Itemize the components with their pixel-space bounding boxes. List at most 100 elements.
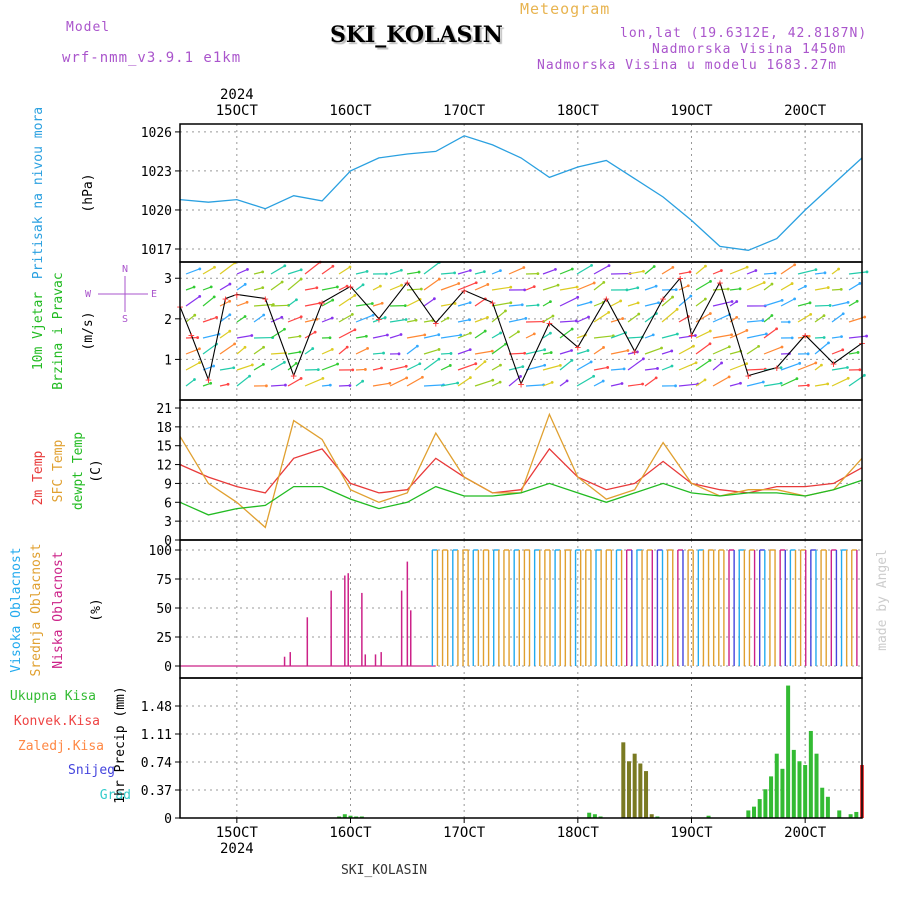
wind-arrow-head [858, 368, 862, 372]
wind-arrow-head [793, 263, 797, 267]
wind-marker: + [461, 284, 468, 297]
wind-arrow-head [770, 282, 774, 286]
x-tick-label-top: 17OCT [443, 103, 486, 119]
wind-arrow-head [536, 272, 540, 276]
wind-arrow [695, 330, 711, 339]
wind-arrow [457, 319, 470, 323]
wind-marker: + [262, 293, 269, 306]
wind-arrow [508, 266, 525, 275]
wind-arrow [219, 367, 234, 371]
wind-arrow-head [543, 363, 547, 367]
precip-bar [592, 814, 597, 818]
wind-arrow-head [735, 315, 739, 319]
wind-arrow-head [727, 345, 731, 349]
wind-arrow [423, 278, 440, 291]
wind-arrow-head [837, 267, 841, 271]
wind-arrow-head [468, 331, 472, 335]
wind-arrow-head [233, 342, 237, 346]
wind-marker: + [575, 341, 582, 354]
wind-arrow-head [271, 303, 275, 306]
wind-arrow [525, 384, 544, 387]
wind-arrow-head [415, 344, 419, 348]
wind-arrow-head [457, 282, 461, 285]
wind-arrow-head [719, 269, 723, 272]
wind-arrow-head [839, 287, 843, 291]
wind-arrow [576, 316, 589, 323]
precip-bar [644, 771, 649, 818]
wind-marker: + [830, 357, 837, 370]
wind-arrow-head [589, 360, 593, 364]
compass-n: N [122, 264, 128, 275]
wind-marker: + [222, 293, 229, 306]
wind-arrow [474, 316, 488, 323]
wind-arrow [440, 382, 458, 387]
wind-arrow-head [321, 377, 325, 380]
wind-arrow-head [228, 282, 232, 286]
wind-arrow-head [198, 347, 201, 351]
compass-w: W [85, 289, 92, 300]
wind-arrow [695, 313, 711, 323]
wind-arrow-head [738, 287, 742, 291]
wind-arrow [389, 318, 407, 323]
wind-arrow [678, 334, 696, 339]
wind-arrow [474, 271, 485, 275]
wind-arrow [525, 286, 535, 291]
wind-arrow-head [637, 312, 641, 316]
mid-cloud-axis-title: Srednja Oblacnost [29, 543, 44, 676]
x-tick-label-bottom: 19OCT [670, 825, 713, 841]
wind-arrow-head [790, 336, 794, 340]
wind-arrow-head [703, 378, 707, 382]
wind-arrow-head [250, 334, 254, 337]
wind-marker: + [432, 317, 439, 330]
wind-arrow-head [397, 352, 401, 356]
wind-arrow [831, 349, 843, 355]
wind-arrow [491, 310, 506, 323]
wind-arrow [593, 346, 604, 355]
wind-arrow [219, 262, 236, 275]
wind-arrow [661, 350, 672, 355]
wind-arrow [389, 377, 407, 387]
wind-arrow-head [418, 362, 422, 366]
wind-arrow-head [212, 364, 216, 368]
wind-arrow [389, 333, 402, 339]
wind-marker: + [347, 280, 354, 293]
wind-arrow-head [366, 347, 369, 350]
wind-arrow-head [636, 301, 640, 305]
wind-arrow-head [228, 313, 232, 317]
wind-arrow-head [826, 286, 830, 289]
wind-arrow [440, 352, 452, 355]
y-tick-label: 0.37 [141, 784, 172, 799]
wind-arrow [287, 377, 302, 387]
wind-arrow-head [226, 382, 230, 386]
wind-arrow [644, 302, 659, 307]
wind-arrow [457, 363, 476, 371]
y-tick-label: 50 [156, 602, 172, 617]
wind-arrow [746, 269, 757, 275]
wind-arrow-head [675, 332, 679, 336]
wind-arrow-head [570, 349, 573, 352]
precip-bar [587, 812, 592, 818]
precip-bar [342, 814, 347, 818]
wind-arrow-head [586, 349, 590, 352]
wind-arrow-head [735, 300, 739, 303]
wind-arrow-head [328, 383, 332, 387]
wind-arrow-head [654, 284, 658, 288]
wind-arrow-head [745, 362, 749, 366]
wind-arrow-head [193, 378, 196, 381]
wind-arrow [661, 365, 673, 371]
wind-arrow [542, 284, 559, 291]
wind-arrow-head [709, 279, 712, 283]
wind-arrow [287, 351, 301, 355]
wind-arrow [763, 272, 776, 275]
wind-arrow [661, 333, 678, 339]
wind-arrow-head [855, 299, 859, 303]
wind-arrow-head [689, 294, 693, 298]
wind-arrow-head [388, 381, 392, 385]
wind-arrow-head [795, 377, 799, 381]
wind-arrow-head [536, 303, 540, 307]
y-tick-label: 0 [164, 660, 172, 675]
model-elevation-label: Nadmorska Visina u modelu 1683.27m [537, 58, 838, 73]
wind-arrow-head [565, 379, 569, 383]
wind-arrow-head [745, 265, 749, 269]
precip-bar [808, 730, 813, 818]
